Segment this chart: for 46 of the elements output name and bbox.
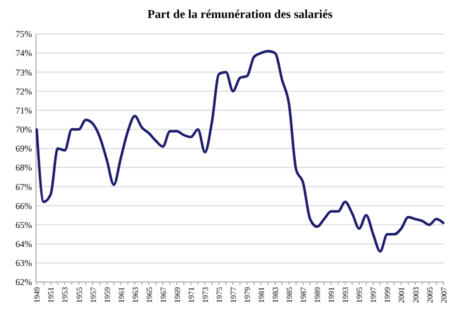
x-tick-label: 1999	[383, 287, 392, 303]
y-tick-label: 71%	[16, 105, 32, 116]
x-tick-label: 1957	[88, 287, 98, 303]
x-tick-label: 1959	[102, 287, 112, 303]
x-tick-label: 1973	[200, 287, 210, 303]
x-tick-label: 1997	[369, 287, 378, 303]
x-tick-label: 1953	[60, 287, 70, 303]
y-tick-label: 73%	[16, 67, 32, 78]
y-tick-label: 68%	[16, 162, 32, 173]
x-tick-label: 1951	[46, 287, 56, 303]
x-tick-label: 1971	[186, 287, 196, 303]
x-tick-label: 1967	[158, 287, 168, 303]
y-tick-label: 70%	[16, 124, 32, 135]
x-tick-label: 1981	[257, 287, 266, 303]
x-tick-label: 1949	[32, 287, 42, 303]
x-tick-label: 1995	[355, 287, 364, 303]
y-tick-label: 64%	[16, 238, 32, 249]
x-tick-label: 1987	[299, 287, 308, 303]
x-tick-label: 1955	[74, 287, 84, 303]
y-tick-label: 74%	[16, 48, 32, 58]
x-tick-label: 2001	[397, 287, 406, 303]
y-tick-label: 62%	[16, 277, 32, 288]
x-tick-label: 1965	[144, 287, 154, 303]
y-tick-label: 65%	[16, 220, 32, 230]
x-tick-label: 1961	[116, 287, 126, 303]
x-tick-label: 1991	[327, 287, 336, 303]
x-tick-label: 1979	[243, 287, 252, 303]
y-tick-label: 66%	[16, 200, 32, 211]
x-tick-label: 1975	[214, 287, 224, 303]
x-tick-label: 1985	[285, 287, 294, 303]
y-tick-label: 67%	[16, 182, 32, 192]
x-tick-label: 1993	[341, 287, 350, 303]
x-tick-label: 1983	[271, 287, 280, 303]
x-tick-label: 2003	[411, 287, 420, 303]
y-tick-label: 72%	[16, 86, 32, 96]
x-tick-label: 1969	[172, 287, 182, 303]
chart-title: Part de la rémunération des salariés	[148, 7, 333, 21]
line-series	[35, 50, 445, 253]
y-tick-label: 63%	[16, 258, 32, 268]
x-tick-label: 1977	[228, 287, 238, 303]
x-tick-label: 2005	[425, 287, 434, 303]
x-tick-label: 2007	[439, 287, 448, 303]
y-tick-label: 75%	[16, 29, 32, 40]
x-tick-label: 1963	[130, 287, 140, 303]
x-tick-label: 1989	[313, 287, 322, 303]
y-tick-label: 69%	[16, 144, 32, 154]
